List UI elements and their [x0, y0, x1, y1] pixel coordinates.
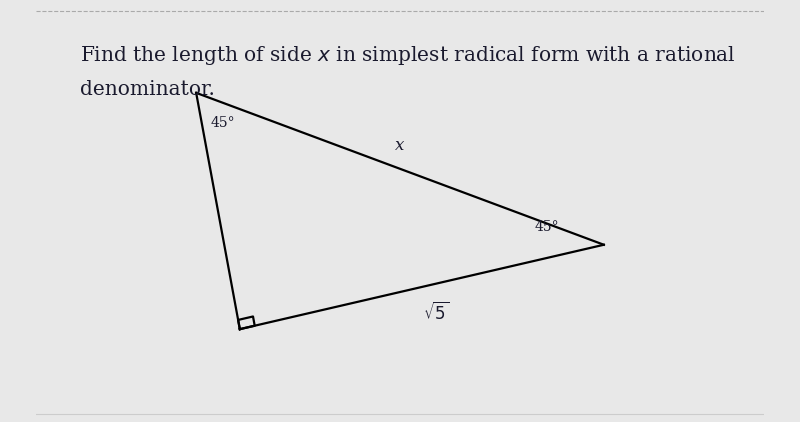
Text: 45°: 45°: [534, 220, 559, 234]
Text: x: x: [395, 137, 405, 154]
Text: denominator.: denominator.: [80, 80, 214, 99]
Text: 45°: 45°: [210, 116, 235, 130]
Text: Find the length of side $x$ in simplest radical form with a rational: Find the length of side $x$ in simplest …: [80, 44, 735, 68]
Text: $\sqrt{5}$: $\sqrt{5}$: [423, 302, 450, 324]
